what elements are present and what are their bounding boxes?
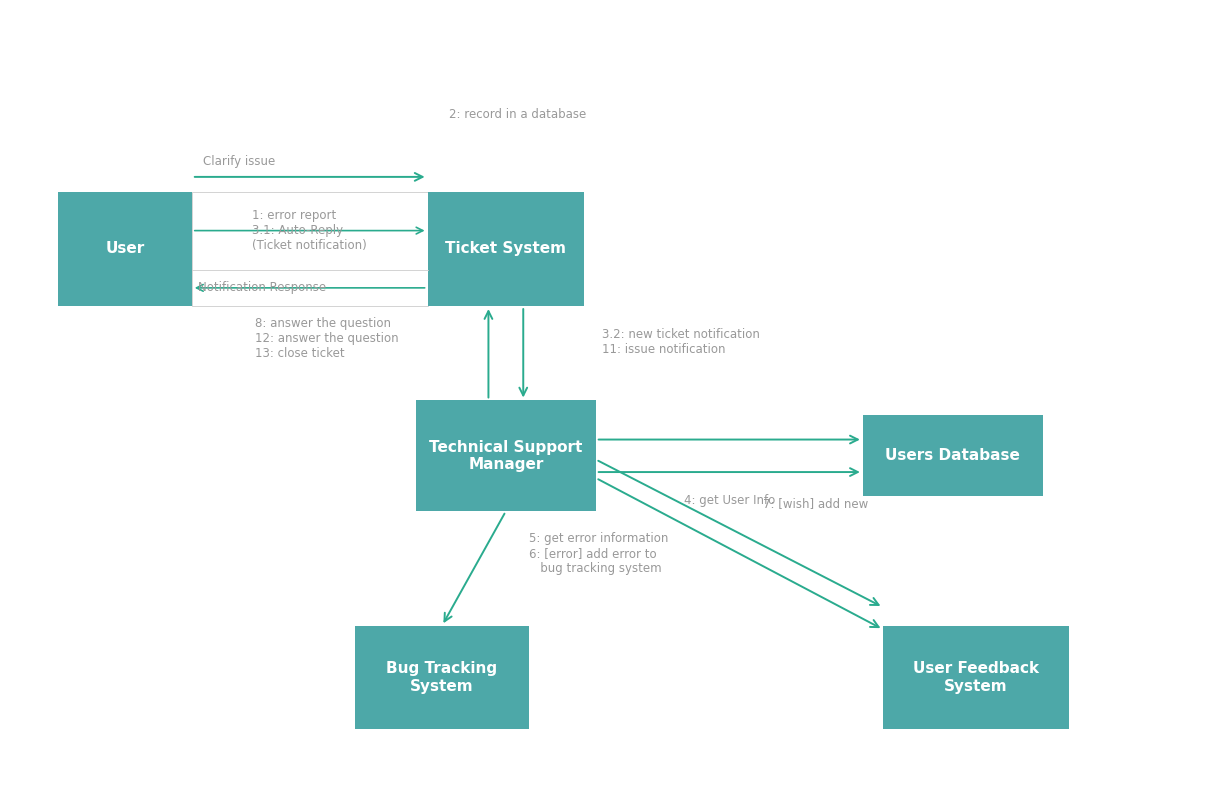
FancyBboxPatch shape <box>355 626 530 729</box>
Text: 3.2: new ticket notification
11: issue notification: 3.2: new ticket notification 11: issue n… <box>602 329 759 356</box>
FancyBboxPatch shape <box>58 192 192 307</box>
Text: 4: get User Info: 4: get User Info <box>683 494 775 507</box>
FancyBboxPatch shape <box>416 400 596 511</box>
FancyBboxPatch shape <box>863 415 1042 497</box>
Text: Ticket System: Ticket System <box>445 241 566 256</box>
Text: Notification Response: Notification Response <box>198 281 325 295</box>
FancyBboxPatch shape <box>192 192 428 307</box>
Text: 8: answer the question
12: answer the question
13: close ticket: 8: answer the question 12: answer the qu… <box>255 317 399 360</box>
Text: 5: get error information
6: [error] add error to
   bug tracking system: 5: get error information 6: [error] add … <box>530 532 669 575</box>
FancyBboxPatch shape <box>883 626 1069 729</box>
Text: User: User <box>105 241 145 256</box>
Text: Technical Support
Manager: Technical Support Manager <box>429 439 583 472</box>
Text: Users Database: Users Database <box>885 448 1020 463</box>
Text: 1: error report
3.1: Auto-Reply
(Ticket notification): 1: error report 3.1: Auto-Reply (Ticket … <box>253 209 368 252</box>
Text: Clarify issue: Clarify issue <box>203 155 276 168</box>
Text: 7: [wish] add new: 7: [wish] add new <box>763 498 868 510</box>
Text: User Feedback
System: User Feedback System <box>913 661 1039 694</box>
Text: 2: record in a database: 2: record in a database <box>449 108 586 122</box>
Text: Bug Tracking
System: Bug Tracking System <box>387 661 498 694</box>
FancyBboxPatch shape <box>428 192 584 307</box>
